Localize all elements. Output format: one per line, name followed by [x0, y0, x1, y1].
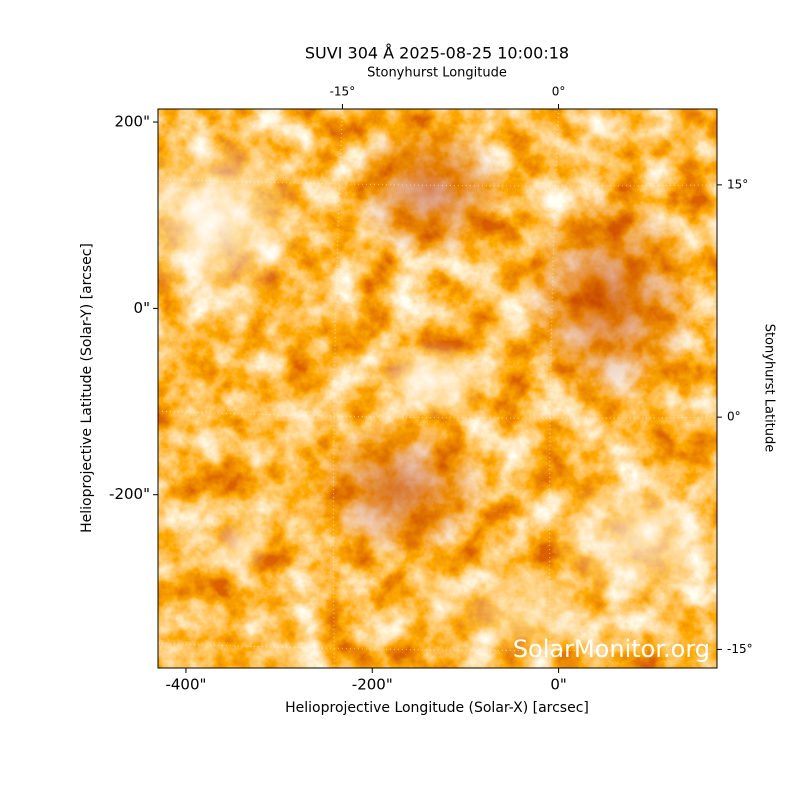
- y-axis-label: Helioprojective Latitude (Solar-Y) [arcs…: [79, 243, 95, 533]
- y2-tick-label: 0°: [727, 410, 741, 424]
- y-tick-label: -200": [109, 485, 150, 503]
- chart-title: SUVI 304 Å 2025-08-25 10:00:18: [305, 44, 569, 63]
- x2-axis-label: Stonyhurst Longitude: [367, 66, 507, 81]
- x2-tick-label: 0°: [552, 85, 566, 99]
- y2-tick-label: -15°: [727, 642, 753, 656]
- watermark: SolarMonitor.org: [513, 635, 710, 663]
- y2-tick-label: 15°: [727, 177, 748, 191]
- x-tick-label: 0": [550, 676, 566, 694]
- plot-frame: [157, 108, 718, 669]
- x-tick-label: -200": [352, 676, 393, 694]
- y-tick-label: 200": [114, 113, 150, 131]
- x2-tick-label: -15°: [330, 85, 356, 99]
- x-tick-label: -400": [165, 676, 206, 694]
- y-tick-label: 0": [134, 299, 150, 317]
- x-axis-label: Helioprojective Longitude (Solar-X) [arc…: [285, 700, 589, 716]
- solar-image: [158, 109, 717, 668]
- y2-axis-label: Stonyhurst Latitude: [762, 324, 777, 453]
